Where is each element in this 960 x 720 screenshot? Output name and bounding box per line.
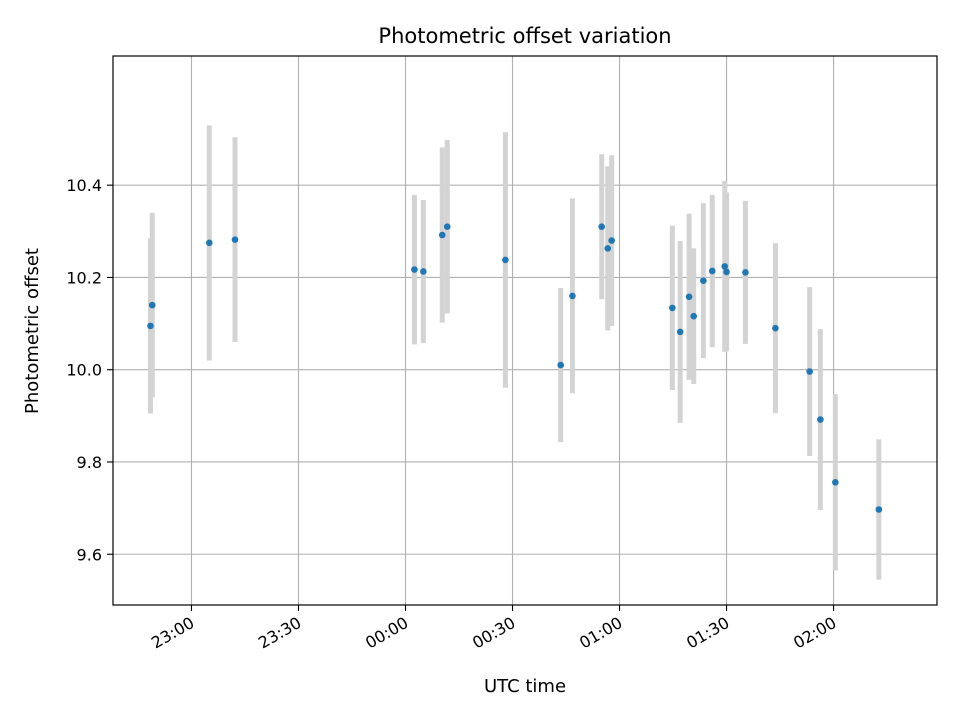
data-point: [147, 322, 154, 330]
data-point: [411, 266, 418, 273]
data-point: [721, 263, 729, 270]
data-point: [557, 361, 564, 369]
data-point: [676, 328, 684, 336]
data-point: [443, 223, 451, 230]
y-axis-title: Photometric offset: [22, 248, 43, 414]
data-point: [604, 245, 612, 252]
data-point: [806, 368, 813, 375]
x-axis-title: UTC time: [484, 676, 566, 697]
data-point: [231, 236, 239, 243]
data-point: [685, 293, 693, 301]
data-point: [742, 269, 749, 276]
data-point: [723, 268, 730, 276]
y-tick-label: 9.8: [77, 453, 102, 472]
data-points: [147, 223, 883, 513]
data-point: [832, 478, 839, 486]
y-tick-label: 9.6: [77, 545, 102, 564]
y-tick-label: 10.0: [66, 361, 102, 380]
data-point: [817, 416, 824, 423]
data-point: [608, 237, 615, 244]
data-point: [690, 312, 698, 320]
data-point: [598, 223, 605, 230]
data-point: [569, 292, 576, 300]
y-tick-label: 10.4: [66, 176, 102, 195]
plot-frame: [112, 55, 938, 606]
data-point: [438, 231, 446, 239]
data-point: [772, 324, 779, 332]
data-point: [502, 256, 509, 264]
data-point: [148, 301, 156, 309]
data-point: [669, 304, 676, 312]
chart-title: Photometric offset variation: [378, 24, 671, 48]
data-point: [420, 268, 427, 275]
data-point: [206, 239, 213, 247]
data-point: [708, 267, 716, 275]
y-tick-label: 10.2: [66, 268, 102, 287]
data-point: [700, 277, 707, 284]
data-point: [875, 506, 883, 513]
